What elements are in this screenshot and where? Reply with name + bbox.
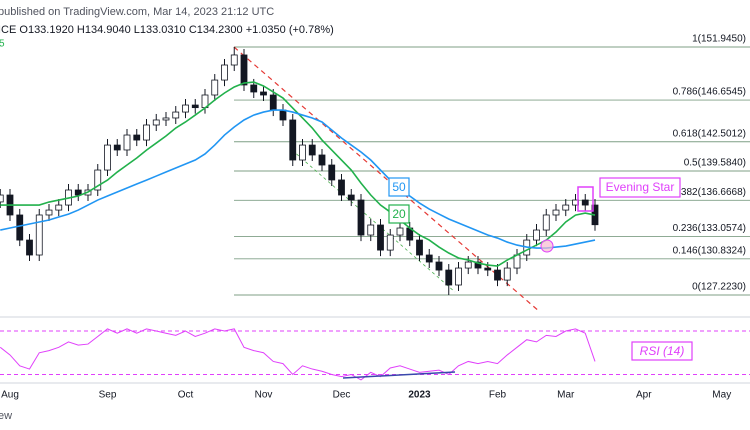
x-tick-label: May [712, 390, 731, 401]
candle-body [123, 134, 131, 151]
candle-body [113, 144, 121, 151]
x-tick-label: Aug [1, 390, 19, 401]
ma-label: 20 [392, 207, 406, 221]
candle-body [133, 134, 141, 141]
candle-body [289, 119, 297, 161]
candle-body [367, 224, 375, 236]
annotation-box [599, 177, 681, 198]
rsi-pane [0, 328, 750, 381]
fib-label: 0.382(136.6668) [673, 187, 746, 198]
candle-body [162, 117, 170, 121]
candle-body [386, 234, 394, 251]
divergence-line [342, 371, 456, 379]
candle-body [338, 179, 345, 196]
x-tick-label: Nov [255, 390, 273, 401]
rsi-label-box [631, 341, 693, 361]
candle-body [542, 214, 550, 231]
fib-label: 0.146(130.8324) [673, 245, 746, 256]
candle-body [396, 227, 404, 236]
candle-body [435, 261, 443, 271]
candle-body [328, 164, 336, 181]
candle-body [16, 214, 24, 241]
candle-body [377, 224, 384, 251]
candle-body [240, 54, 248, 86]
candle-body [269, 94, 277, 111]
crossover-marker [540, 239, 554, 253]
candle-body [357, 199, 365, 236]
x-tick-label: Feb [489, 390, 507, 401]
candle-body [581, 199, 589, 206]
x-tick-label: Mar [557, 390, 575, 401]
candle-body [172, 111, 180, 119]
candle-body [484, 267, 492, 271]
fib-label: 0.236(133.0574) [673, 223, 746, 234]
candle-body [474, 261, 482, 269]
fib-label: 0.618(142.5012) [673, 128, 746, 139]
candle-body [425, 254, 433, 263]
time-axis: Aug Sep Oct Nov Dec 2023 Feb Mar Apr May [1, 390, 731, 401]
candle-body [182, 104, 189, 113]
candle-body [318, 154, 326, 166]
candle-body [347, 194, 355, 201]
rsi-label: RSI (14) [640, 344, 685, 358]
x-tick-label: 2023 [408, 390, 431, 401]
x-tick-label: Sep [99, 390, 117, 401]
candle-body [143, 124, 150, 141]
candle-body [94, 169, 102, 191]
pattern-box [577, 186, 594, 212]
candle-body [279, 109, 287, 121]
candle-body [35, 214, 43, 256]
candle-body [464, 261, 472, 269]
candle-body [562, 204, 570, 211]
fib-label: 0.786(146.6545) [673, 87, 746, 98]
candle-body [152, 119, 160, 126]
candle-body [0, 194, 4, 203]
fib-label: 0(127.2230) [692, 282, 746, 293]
candle-body [221, 64, 228, 81]
ma-label-box [388, 204, 410, 224]
candle-body [416, 239, 423, 256]
candle-body [533, 229, 540, 241]
candle-body [26, 239, 33, 256]
candle-body [45, 209, 53, 216]
ma-label: 50 [392, 180, 406, 194]
candle-body [494, 269, 501, 281]
candle-body [308, 144, 316, 156]
candle-body [552, 209, 560, 216]
candle-body [74, 189, 82, 196]
trend-line [291, 149, 456, 293]
fib-label: 1(151.9450) [692, 34, 746, 45]
candle-body [445, 269, 453, 286]
legend-fragment: 5 [0, 39, 5, 50]
candle-body [503, 267, 511, 281]
candle-body [55, 204, 63, 211]
annotation: Evening Star [606, 180, 675, 194]
candle-body [455, 267, 462, 286]
candle-body [211, 79, 219, 96]
quote: ICE O133.1920 H134.9040 L133.0310 C134.2… [0, 24, 334, 36]
x-tick-label: Dec [333, 390, 351, 401]
fibonacci-levels: 1(151.9450) 0.786(146.6545) 0.618(142.5012… [234, 34, 750, 296]
header: published on TradingView.com, Mar 14, 20… [0, 6, 274, 18]
fib-label: 0.5(139.5840) [684, 158, 746, 169]
rsi-line [0, 328, 596, 381]
candle-body [299, 144, 306, 161]
candle-body [230, 54, 238, 66]
x-tick-label: Oct [178, 390, 194, 401]
ma-label-box [388, 177, 410, 197]
candle-body [104, 144, 111, 171]
candle-body [260, 91, 267, 96]
moving-average [0, 109, 596, 249]
price-pane [0, 46, 599, 296]
candle-body [250, 84, 258, 93]
x-tick-label: Apr [636, 390, 652, 401]
footer-fragment: ew [0, 410, 12, 422]
candle-body [191, 104, 199, 109]
